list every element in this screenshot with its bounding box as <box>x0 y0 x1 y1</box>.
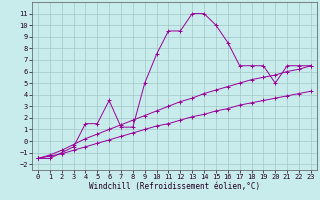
X-axis label: Windchill (Refroidissement éolien,°C): Windchill (Refroidissement éolien,°C) <box>89 182 260 191</box>
